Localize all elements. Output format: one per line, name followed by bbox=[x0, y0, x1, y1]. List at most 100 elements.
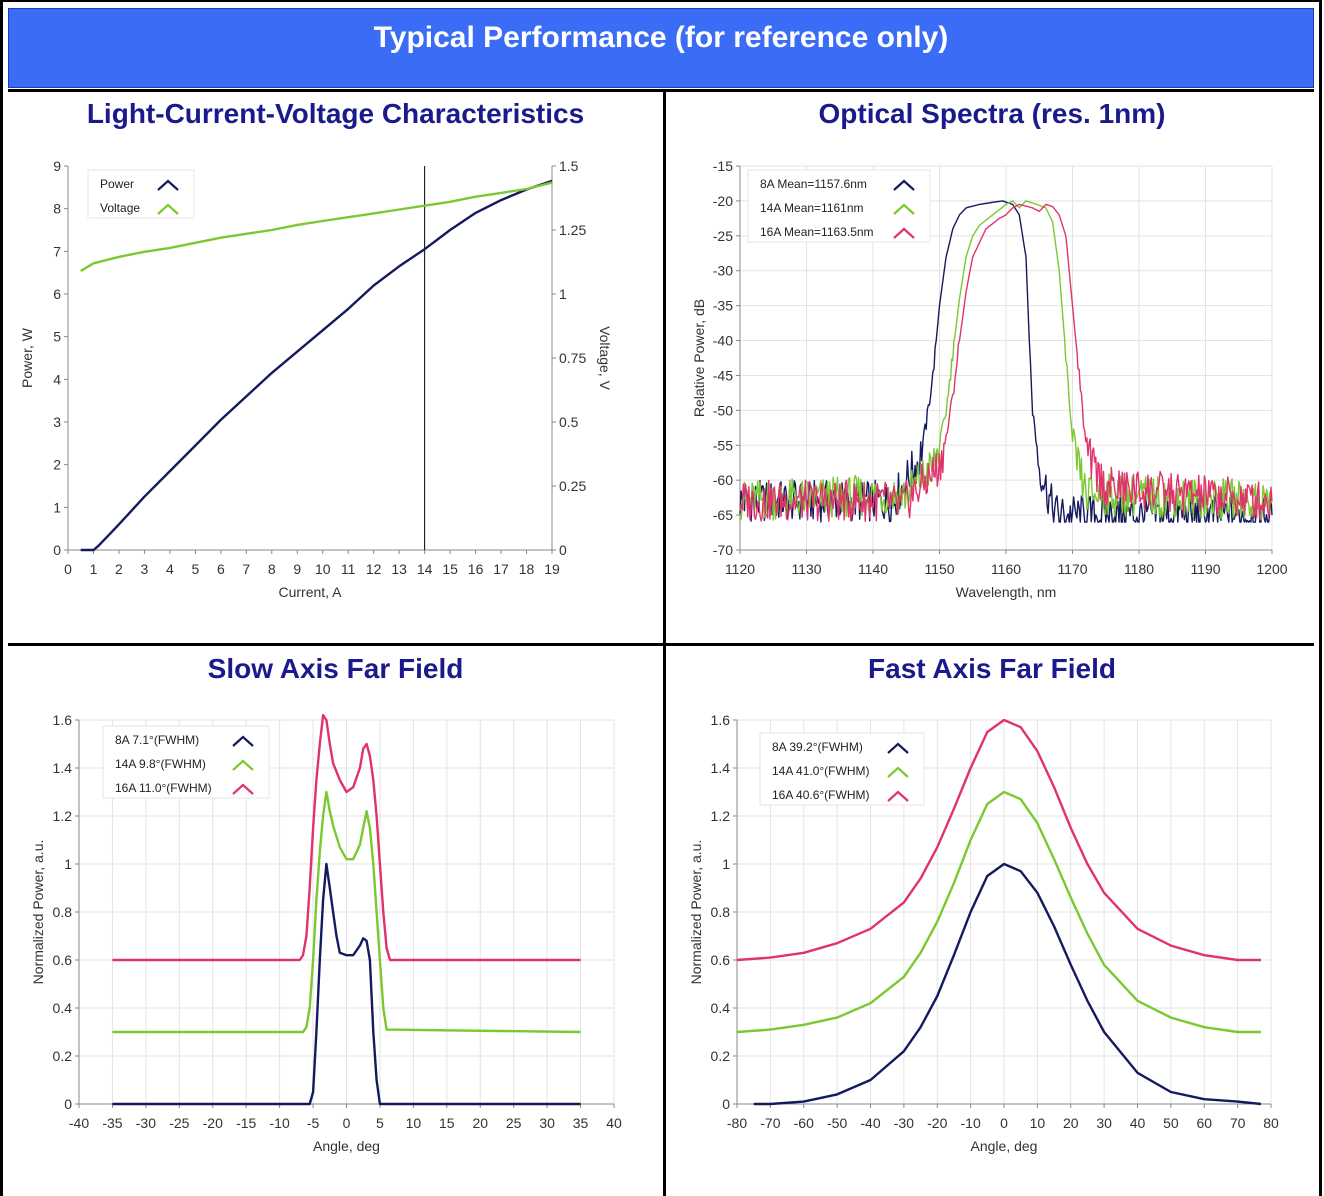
legend-swatch bbox=[887, 766, 909, 778]
x-tick-label: 17 bbox=[493, 561, 509, 577]
x-tick-label: 1170 bbox=[1057, 561, 1087, 577]
series-line-2 bbox=[736, 718, 1261, 962]
y-axis-label: Normalized Power, a.u. bbox=[30, 840, 46, 985]
x-tick-label: 20 bbox=[472, 1115, 488, 1131]
y-tick-label: -15 bbox=[713, 158, 733, 174]
x-tick-label: -80 bbox=[727, 1115, 747, 1131]
y-tick-label: 0.8 bbox=[711, 904, 731, 920]
x-tick-label: 10 bbox=[406, 1115, 422, 1131]
y2-tick-label: 0.5 bbox=[559, 414, 579, 430]
y-tick-label: 0.2 bbox=[53, 1048, 73, 1064]
page-title: Typical Performance (for reference only) bbox=[373, 21, 949, 54]
series-line-1 bbox=[739, 200, 1273, 522]
x-tick-label: 19 bbox=[544, 561, 560, 577]
x-tick-label: 20 bbox=[1063, 1115, 1079, 1131]
y-tick-label: 1.2 bbox=[53, 808, 73, 824]
x-tick-label: 5 bbox=[191, 561, 199, 577]
y-tick-label: -65 bbox=[713, 507, 733, 523]
y-tick-label: -45 bbox=[713, 367, 733, 383]
x-axis-label: Wavelength, nm bbox=[956, 584, 1057, 600]
y-tick-label: 1 bbox=[53, 499, 61, 515]
x-tick-label: 13 bbox=[391, 561, 407, 577]
y-tick-label: 0.4 bbox=[53, 1000, 73, 1016]
legend-label: 16A 40.6°(FWHM) bbox=[772, 788, 870, 802]
y-tick-label: 4 bbox=[53, 371, 61, 387]
fast-axis-chart: -80 -70 -60 -50 -40 -30 -20 -10 0 10 20 30 40 50 60 70 8… bbox=[688, 712, 1279, 1154]
x-tick-label: 16 bbox=[468, 561, 484, 577]
y-tick-label: 3 bbox=[53, 414, 61, 430]
series-line-1 bbox=[736, 790, 1261, 1034]
legend-swatch bbox=[157, 179, 179, 191]
x-tick-label: 1150 bbox=[924, 561, 954, 577]
y-tick-label: -25 bbox=[713, 228, 733, 244]
x-tick-label: 40 bbox=[606, 1115, 622, 1131]
y-axis-label: Power, W bbox=[19, 327, 35, 388]
legend-swatch bbox=[893, 227, 915, 239]
x-tick-label: 35 bbox=[573, 1115, 589, 1131]
y-tick-label: 0.6 bbox=[53, 952, 73, 968]
liv-chart: 0 1 2 3 4 5 6 7 8 9 10 11 12 13 14 15 16 17 18 190123456789… bbox=[19, 158, 613, 600]
y-tick-label: 8 bbox=[53, 201, 61, 217]
y2-tick-label: 0 bbox=[559, 542, 567, 558]
legend-label: 8A Mean=1157.6nm bbox=[760, 177, 867, 191]
y-tick-label: -50 bbox=[713, 402, 733, 418]
x-tick-label: 25 bbox=[506, 1115, 522, 1131]
slow-axis-chart: -40 -35 -30 -25 -20 -15 -10 -5 0 5 10 15 20 25 30 35 400… bbox=[30, 712, 622, 1154]
series-line-1 bbox=[80, 181, 553, 273]
series-line-0 bbox=[80, 179, 553, 552]
y-tick-label: 0.2 bbox=[711, 1048, 731, 1064]
y-tick-label: -30 bbox=[713, 263, 733, 279]
y2-tick-label: 1.5 bbox=[559, 158, 579, 174]
legend-label: 14A 41.0°(FWHM) bbox=[772, 764, 870, 778]
y-tick-label: 0 bbox=[722, 1096, 730, 1112]
x-tick-label: -70 bbox=[760, 1115, 780, 1131]
x-tick-label: 1130 bbox=[791, 561, 821, 577]
legend-swatch bbox=[887, 790, 909, 802]
x-axis-label: Current, A bbox=[278, 584, 342, 600]
y-tick-label: 0.8 bbox=[53, 904, 73, 920]
y-tick-label: -40 bbox=[713, 333, 733, 349]
y-tick-label: 1 bbox=[722, 856, 730, 872]
x-tick-label: 1160 bbox=[991, 561, 1021, 577]
x-tick-label: -30 bbox=[894, 1115, 914, 1131]
x-tick-label: 14 bbox=[417, 561, 433, 577]
x-tick-label: 80 bbox=[1263, 1115, 1279, 1131]
y-tick-label: 0.6 bbox=[711, 952, 731, 968]
x-tick-label: 4 bbox=[166, 561, 174, 577]
y-tick-label: -70 bbox=[713, 542, 733, 558]
y-tick-label: 7 bbox=[53, 243, 61, 259]
x-tick-label: -35 bbox=[102, 1115, 122, 1131]
y-tick-label: 2 bbox=[53, 457, 61, 473]
legend-label: Power bbox=[100, 177, 134, 191]
y-tick-label: 0.4 bbox=[711, 1000, 731, 1016]
legend-swatch bbox=[893, 203, 915, 215]
x-tick-label: 0 bbox=[1000, 1115, 1008, 1131]
y-tick-label: -60 bbox=[713, 472, 733, 488]
x-tick-label: -10 bbox=[961, 1115, 981, 1131]
x-tick-label: -40 bbox=[860, 1115, 880, 1131]
divider-middle bbox=[8, 643, 1314, 646]
x-tick-label: 1180 bbox=[1124, 561, 1154, 577]
legend-swatch bbox=[157, 203, 179, 215]
x-tick-label: 50 bbox=[1163, 1115, 1179, 1131]
x-tick-label: 18 bbox=[519, 561, 535, 577]
legend-swatch bbox=[232, 783, 254, 795]
legend-label: Voltage bbox=[100, 201, 140, 215]
y2-tick-label: 0.25 bbox=[559, 478, 586, 494]
series-line-0 bbox=[753, 862, 1262, 1106]
x-tick-label: 3 bbox=[141, 561, 149, 577]
legend-box bbox=[87, 169, 195, 219]
y-tick-label: 5 bbox=[53, 329, 61, 345]
y-tick-label: 0 bbox=[53, 542, 61, 558]
x-tick-label: 9 bbox=[293, 561, 301, 577]
x-tick-label: -30 bbox=[136, 1115, 156, 1131]
x-tick-label: -40 bbox=[69, 1115, 89, 1131]
y-tick-label: 1.6 bbox=[711, 712, 731, 728]
legend-label: 14A Mean=1161nm bbox=[760, 201, 864, 215]
x-tick-label: 60 bbox=[1196, 1115, 1212, 1131]
divider-top bbox=[8, 89, 1314, 92]
panel-title-spectra: Optical Spectra (res. 1nm) bbox=[818, 98, 1166, 129]
legend-box bbox=[747, 169, 931, 243]
y-tick-label: 1.6 bbox=[53, 712, 73, 728]
x-tick-label: 8 bbox=[268, 561, 276, 577]
